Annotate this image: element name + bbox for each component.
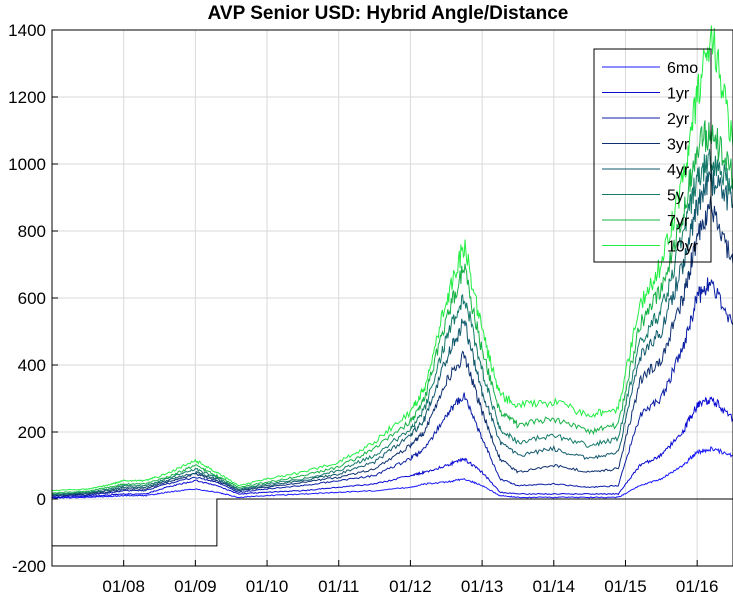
series-group — [51, 25, 733, 547]
legend-label-6mo: 6mo — [667, 60, 698, 77]
legend-box — [593, 48, 712, 263]
x-tick-label: 01/09 — [174, 577, 217, 596]
y-tick-label: 1200 — [8, 88, 46, 107]
axes: -200 0 200 400 600 800 1000 1200 1400 01/08 01/09 0… — [8, 21, 718, 596]
y-tick-label: 0 — [37, 490, 46, 509]
x-tick-label: 01/08 — [102, 577, 145, 596]
legend-label-10yr: 10yr — [667, 239, 699, 256]
x-tick-label: 01/16 — [676, 577, 719, 596]
legend: 6mo 1yr 2yr 3yr 4yr 5y 7yr 10yr — [593, 48, 712, 263]
legend-label-5y: 5y — [667, 188, 684, 205]
x-tick-label: 01/12 — [389, 577, 432, 596]
series-line-3yr — [52, 196, 733, 497]
series-line-4yr — [51, 169, 733, 496]
y-tick-label: -200 — [12, 557, 46, 576]
y-tick-label: 1000 — [8, 155, 46, 174]
reference-line — [52, 498, 733, 547]
chart-title: AVP Senior USD: Hybrid Angle/Distance — [208, 3, 569, 24]
y-tick-label: 200 — [18, 423, 46, 442]
y-tick-label: 400 — [18, 356, 46, 375]
x-tick-label: 01/13 — [461, 577, 504, 596]
series-line-2yr — [52, 277, 733, 498]
series-line-7yr — [51, 120, 733, 494]
legend-label-7yr: 7yr — [667, 213, 690, 230]
legend-label-4yr: 4yr — [667, 162, 690, 179]
x-tick-label: 01/11 — [318, 577, 359, 596]
x-tick-label: 01/10 — [246, 577, 289, 596]
series-line-1yr — [51, 396, 733, 499]
x-tick-label: 01/14 — [533, 577, 576, 596]
y-tick-label: 1400 — [8, 21, 46, 40]
series-line-10yr — [51, 25, 733, 492]
legend-label-2yr: 2yr — [667, 111, 690, 128]
x-tick-label: 01/15 — [604, 577, 647, 596]
series-line-6mo — [51, 446, 733, 499]
legend-label-3yr: 3yr — [667, 137, 690, 154]
series-line-5y — [51, 148, 733, 495]
y-tick-label: 800 — [18, 222, 46, 241]
y-tick-label: 600 — [18, 289, 46, 308]
legend-label-1yr: 1yr — [667, 86, 690, 103]
